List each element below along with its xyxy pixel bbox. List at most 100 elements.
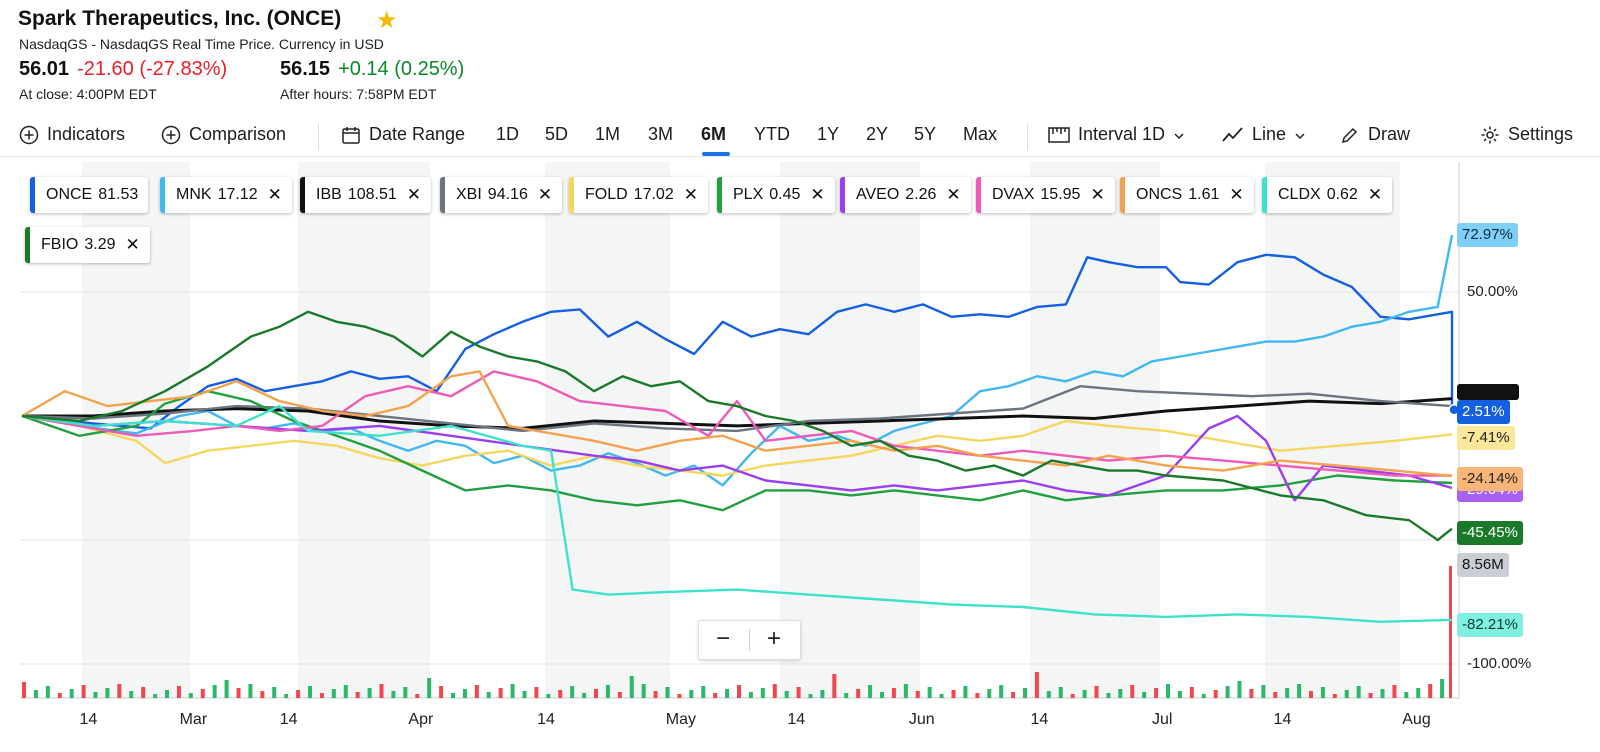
volume-bar <box>57 693 62 698</box>
close-icon[interactable]: ✕ <box>1090 185 1105 204</box>
volume-bar <box>570 686 575 698</box>
range-1m[interactable]: 1M <box>595 124 621 144</box>
x-tick-label: Apr <box>408 711 434 728</box>
legend-chip-plx[interactable]: PLX 0.45 ✕ <box>717 177 835 213</box>
volume-bar <box>748 692 753 698</box>
legend-value: 0.62 <box>1326 186 1358 203</box>
close-icon[interactable]: ✕ <box>125 235 140 254</box>
range-1d[interactable]: 1D <box>496 124 520 144</box>
close-icon[interactable]: ✕ <box>537 185 553 204</box>
close-icon[interactable]: ✕ <box>810 185 825 204</box>
volume-bar <box>224 680 229 698</box>
x-tick-label: 14 <box>537 711 555 728</box>
series-line-ibb[interactable] <box>22 397 1453 430</box>
draw-button[interactable]: Draw <box>1340 124 1410 145</box>
range-1y[interactable]: 1Y <box>817 124 840 144</box>
legend-chip-xbi[interactable]: XBI 94.16 ✕ <box>440 177 563 213</box>
comparison-button[interactable]: Comparison <box>161 124 286 145</box>
legend-chip-cldx[interactable]: CLDX 0.62 ✕ <box>1262 177 1393 213</box>
volume-bar <box>1320 687 1325 698</box>
pencil-icon <box>1341 128 1358 144</box>
volume-bar <box>856 689 861 698</box>
indicators-button[interactable]: Indicators <box>19 124 125 145</box>
legend-chip-oncs[interactable]: ONCS 1.61 ✕ <box>1120 177 1254 213</box>
calendar-icon <box>342 127 360 144</box>
end-label-fbio: -45.45% <box>1457 521 1523 545</box>
legend-chip-mnk[interactable]: MNK 17.12 ✕ <box>160 177 292 213</box>
volume-bar <box>319 693 324 698</box>
interval-button[interactable]: Interval 1D <box>1048 124 1184 145</box>
legend-chip-ibb[interactable]: IBB 108.51 ✕ <box>300 177 431 213</box>
range-2y[interactable]: 2Y <box>866 124 889 144</box>
close-icon[interactable]: ✕ <box>267 185 282 204</box>
series-line-aveo[interactable] <box>21 414 1453 502</box>
series-line-xbi[interactable] <box>21 385 1453 433</box>
volume-bar <box>665 687 670 698</box>
volume-bar <box>641 684 646 698</box>
zoom-in-button[interactable]: + <box>766 625 781 652</box>
close-icon[interactable]: ✕ <box>1367 185 1383 204</box>
legend-color-swatch <box>569 177 574 213</box>
legend-value: 0.45 <box>769 186 801 203</box>
close-icon[interactable]: ✕ <box>406 185 421 204</box>
date-range-button[interactable]: Date Range <box>341 124 465 145</box>
series-line-once[interactable] <box>21 253 1454 430</box>
volume-bar <box>1213 690 1218 698</box>
volume-bar <box>415 694 420 698</box>
series-line-plx[interactable] <box>21 390 1453 512</box>
series-line-oncs[interactable] <box>21 370 1453 478</box>
chart-type-label: Line <box>1252 124 1287 144</box>
volume-bar <box>689 690 694 698</box>
series-line-cldx[interactable] <box>21 404 1453 623</box>
legend-symbol: DVAX <box>992 186 1035 203</box>
legend-symbol: ONCE <box>46 186 93 203</box>
zoom-out-button[interactable]: − <box>715 625 730 652</box>
volume-bar <box>808 694 813 698</box>
close-icon[interactable]: ✕ <box>1229 185 1244 204</box>
volume-bar <box>105 688 110 698</box>
range-5y[interactable]: 5Y <box>914 124 937 144</box>
legend-value: 1.61 <box>1188 186 1220 203</box>
range-6m[interactable]: 6M <box>701 124 727 144</box>
close-icon[interactable]: ✕ <box>946 185 961 204</box>
legend-chip-once[interactable]: ONCE 81.53 <box>30 177 149 213</box>
chevron-down-icon <box>1295 133 1305 140</box>
legend-chip-fbio[interactable]: FBIO 3.29 ✕ <box>25 227 150 263</box>
legend-symbol: FOLD <box>585 186 628 203</box>
x-tick-label: 14 <box>79 711 98 728</box>
star-icon[interactable]: ★ <box>376 7 398 34</box>
series-line-fold[interactable] <box>21 414 1453 477</box>
volume-bar <box>629 676 634 698</box>
range-max[interactable]: Max <box>963 124 998 144</box>
settings-button[interactable]: Settings <box>1480 124 1573 145</box>
volume-bar <box>1380 689 1385 698</box>
range-ytd[interactable]: YTD <box>754 124 790 144</box>
legend-chip-aveo[interactable]: AVEO 2.26 ✕ <box>840 177 971 213</box>
series-line-dvax[interactable] <box>21 370 1452 477</box>
range-3m[interactable]: 3M <box>648 124 674 144</box>
comparison-chart[interactable] <box>0 158 1600 752</box>
legend-symbol: CLDX <box>1278 186 1321 203</box>
volume-bar <box>772 684 777 698</box>
background-band <box>545 162 670 698</box>
volume-bar <box>331 689 336 698</box>
close-change: -21.60 (-27.83%) <box>77 58 228 80</box>
x-tick-label: 14 <box>787 711 806 728</box>
range-5d[interactable]: 5D <box>545 124 569 144</box>
legend-chip-dvax[interactable]: DVAX 15.95 ✕ <box>976 177 1115 213</box>
x-tick-label: Mar <box>179 711 208 728</box>
legend-chip-fold[interactable]: FOLD 17.02 ✕ <box>569 177 708 213</box>
chart-type-button[interactable]: Line <box>1222 124 1305 145</box>
volume-bar <box>69 689 74 698</box>
volume-bar <box>391 691 396 698</box>
close-icon[interactable]: ✕ <box>683 185 698 204</box>
series-line-fbio[interactable] <box>21 310 1453 542</box>
volume-bar <box>784 691 789 698</box>
volume-bar <box>546 694 551 698</box>
volume-bar <box>927 687 932 698</box>
after-hours-label: After hours: 7:58PM EDT <box>280 86 437 102</box>
legend-value: 17.12 <box>217 186 258 203</box>
volume-bar <box>1106 693 1111 698</box>
volume-bar <box>701 686 706 698</box>
volume-bar <box>1416 688 1421 698</box>
